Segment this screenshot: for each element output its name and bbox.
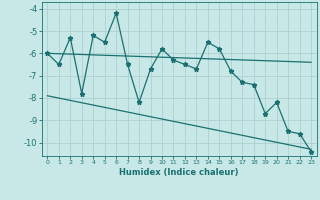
X-axis label: Humidex (Indice chaleur): Humidex (Indice chaleur) <box>119 168 239 177</box>
